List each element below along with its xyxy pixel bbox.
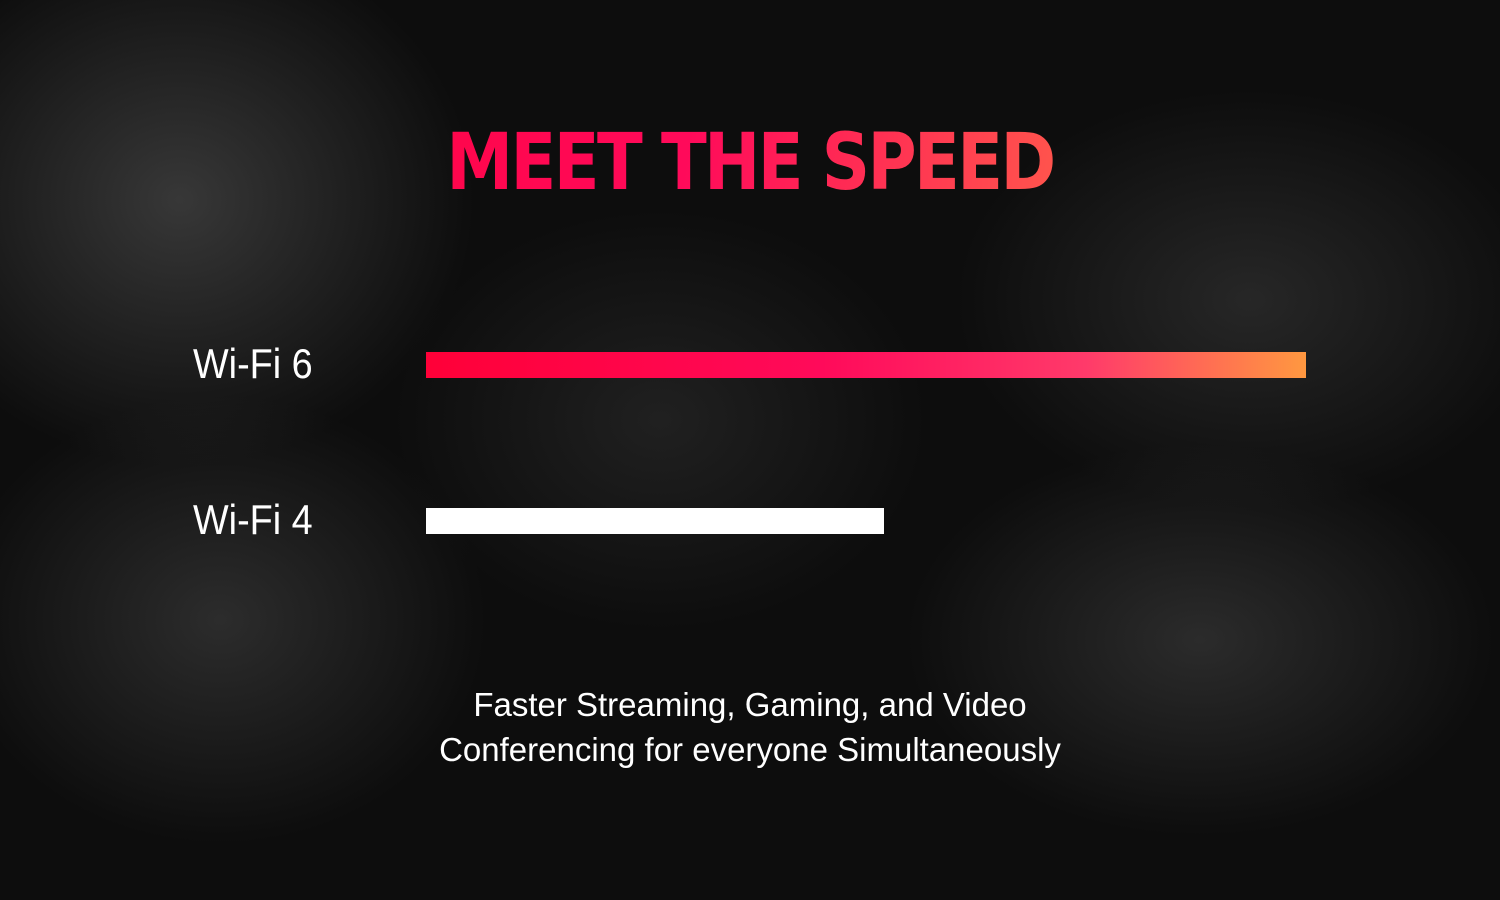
bar-wifi6 xyxy=(426,352,1306,378)
bar-label-wifi4: Wi-Fi 4 xyxy=(193,496,313,543)
caption: Faster Streaming, Gaming, and Video Conf… xyxy=(0,682,1500,772)
caption-line-2: Conferencing for everyone Simultaneously xyxy=(439,731,1061,768)
bar-wifi4 xyxy=(426,508,884,534)
caption-line-1: Faster Streaming, Gaming, and Video xyxy=(473,686,1027,723)
bar-label-wifi6: Wi-Fi 6 xyxy=(193,340,313,387)
page-title: MEET THE SPEED xyxy=(105,118,1395,208)
